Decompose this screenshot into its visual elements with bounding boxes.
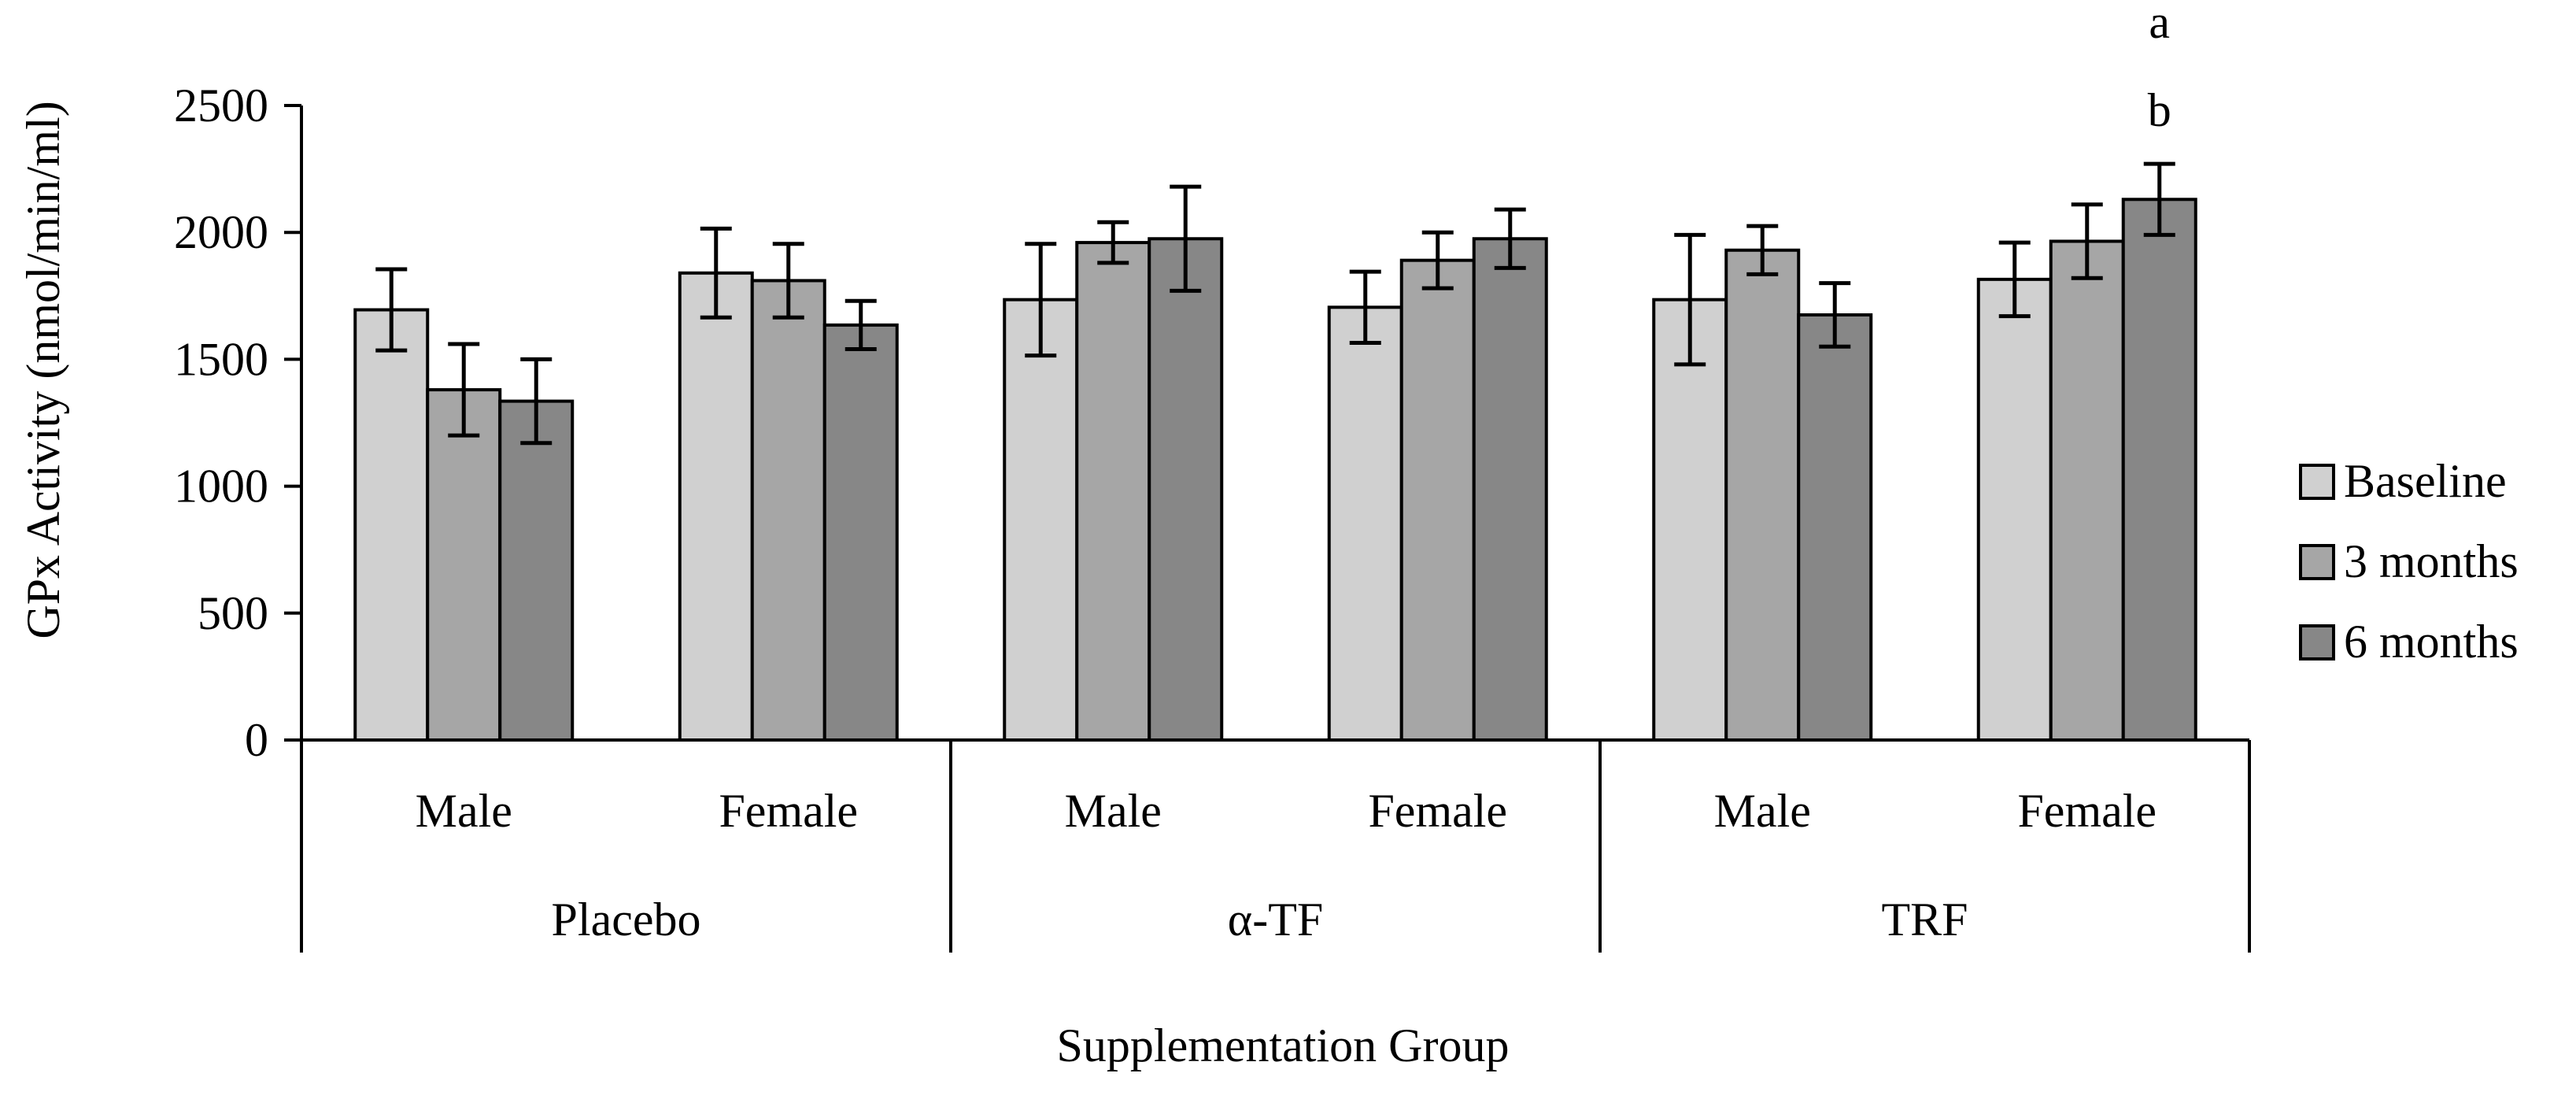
error-bar-placebo-male-3-months [448,342,480,438]
error-bar-placebo-female-6-months [844,298,877,352]
group-label-trf: TRF [1881,894,1968,945]
y-tick-label-1000: 1000 [174,461,268,512]
legend-item-baseline: Baseline [2299,455,2507,507]
group-label-tf: α-TF [1228,894,1323,945]
bar-placebo-male-3-months [426,388,502,742]
legend-label-3-months: 3 months [2344,535,2519,587]
legend-swatch-baseline [2299,464,2335,500]
error-bar-trf-female-baseline [1998,240,2031,319]
bar-tf-female-baseline [1327,305,1403,742]
bar-placebo-male-6-months [498,399,575,742]
y-axis-title: GPx Activity (nmol/min/ml) [17,101,69,638]
y-tick-label-2500: 2500 [174,80,268,131]
error-bar-placebo-female-baseline [700,226,732,320]
error-bar-placebo-female-3-months [772,242,804,320]
category-label-tf-female: Female [1368,785,1507,837]
y-axis: 0 500 1000 1500 2000 2500 [174,80,303,766]
legend-item-3-months: 3 months [2299,535,2519,587]
bar-trf-female-6-months [2121,198,2197,742]
annotation-a: a [2149,0,2170,48]
error-bar-tf-female-3-months [1421,230,1454,290]
bar-placebo-female-3-months [750,279,826,742]
y-tick-label-0: 0 [245,714,268,766]
bar-placebo-female-6-months [822,323,899,742]
annotation-b: b [2148,84,2171,136]
bar-tf-male-3-months [1075,241,1151,742]
bar-tf-female-6-months [1472,237,1548,742]
x-axis-title: Supplementation Group [1057,1019,1510,1071]
bar-placebo-female-baseline [678,271,754,742]
error-bar-placebo-male-6-months [520,357,553,446]
category-label-trf-male: Male [1714,785,1811,837]
bar-placebo-male-baseline [353,308,430,742]
legend-swatch-3-months [2299,544,2335,580]
error-bar-tf-female-baseline [1349,269,1381,345]
error-bar-trf-male-baseline [1674,232,1706,367]
bar-trf-male-6-months [1797,313,1873,742]
bar-tf-male-baseline [1003,298,1079,742]
error-bar-tf-male-baseline [1025,242,1057,358]
bar-trf-female-3-months [2049,239,2125,742]
bar-tf-male-6-months [1148,237,1224,742]
category-label-placebo-female: Female [719,785,858,837]
error-bar-placebo-male-baseline [375,267,408,353]
bar-trf-female-baseline [1976,277,2053,742]
category-label-trf-female: Female [2017,785,2157,837]
y-tick-label-2000: 2000 [174,206,268,258]
error-bar-trf-male-6-months [1819,281,1851,349]
legend-label-6-months: 6 months [2344,616,2519,668]
bar-tf-female-3-months [1399,258,1476,742]
error-bar-tf-male-3-months [1097,220,1129,265]
error-bar-trf-female-3-months [2071,202,2103,280]
bars-layer [353,198,2197,742]
error-bars-layer [375,161,2175,446]
error-bar-tf-female-6-months [1494,207,1526,270]
y-tick-label-500: 500 [198,587,268,639]
annotations-layer: ab [2148,0,2171,136]
category-label-tf-male: Male [1065,785,1162,837]
error-bar-tf-male-6-months [1170,184,1202,293]
y-tick-label-1500: 1500 [174,333,268,385]
legend-swatch-6-months [2299,624,2335,661]
error-bar-trf-female-6-months [2143,161,2175,237]
bar-trf-male-3-months [1724,248,1801,742]
error-bar-trf-male-3-months [1746,224,1779,276]
x-axis: Male Female Placebo Male Female α-TF Male Femal… [300,738,2251,953]
legend-item-6-months: 6 months [2299,616,2519,668]
category-label-placebo-male: Male [416,785,512,837]
legend: Baseline 3 months 6 months [2299,455,2519,668]
group-label-placebo: Placebo [552,894,701,945]
legend-label-baseline: Baseline [2344,455,2507,507]
